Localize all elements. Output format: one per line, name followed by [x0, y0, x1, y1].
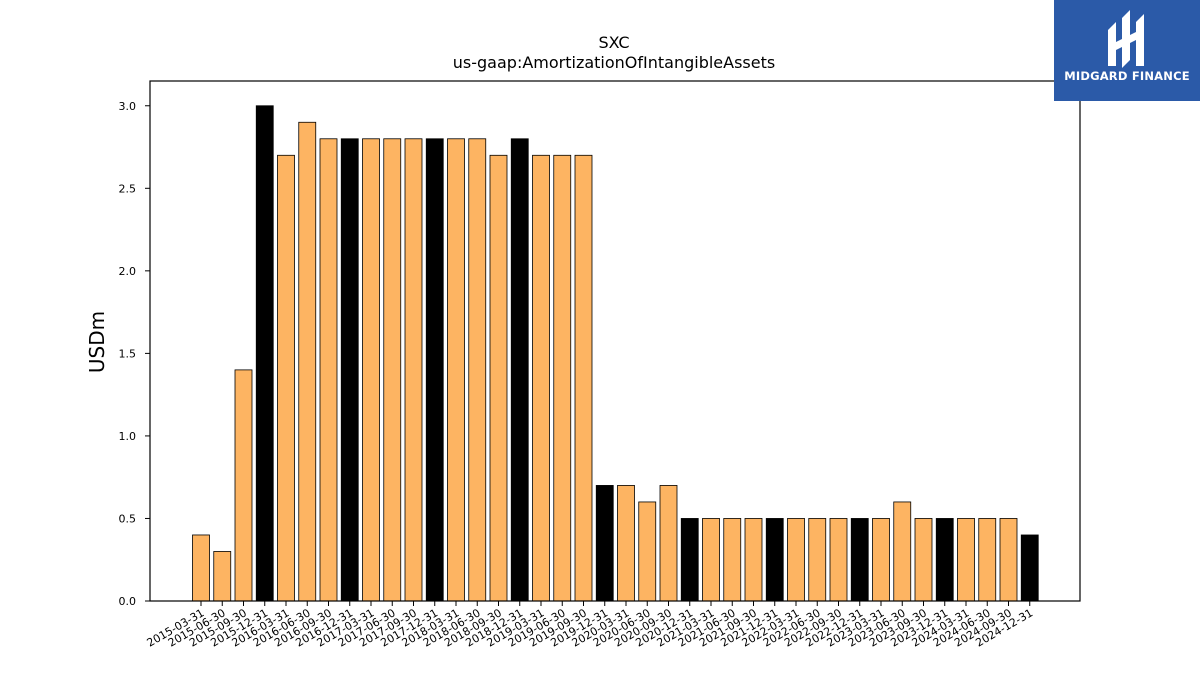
y-tick-label: 2.0	[119, 265, 137, 278]
bar-2020-12-31	[680, 518, 699, 602]
bar-2021-09-30	[744, 518, 763, 602]
y-tick-label: 0.5	[119, 512, 137, 525]
bar-2019-06-30	[553, 154, 572, 602]
bar-2017-09-30	[404, 138, 423, 602]
bar-2024-03-31	[957, 518, 975, 602]
bar-2022-03-31	[787, 518, 805, 602]
bar-2023-06-30	[893, 501, 912, 602]
bar-2020-09-30	[659, 485, 678, 602]
bar-2016-09-30	[319, 138, 338, 602]
bar-2016-06-30	[298, 121, 317, 602]
bars-group	[192, 105, 1039, 602]
chart-subtitle: us-gaap:AmortizationOfIntangibleAssets	[453, 53, 775, 72]
bar-2019-12-31	[595, 485, 614, 602]
y-tick-label: 2.5	[119, 182, 137, 195]
bar-2017-12-31	[425, 138, 444, 602]
bar-2024-09-30	[999, 518, 1018, 602]
bar-2020-06-30	[638, 501, 657, 602]
bar-2021-12-31	[765, 518, 784, 602]
bar-2024-12-31	[1020, 534, 1039, 602]
bar-2017-03-31	[362, 138, 380, 602]
plot-frame	[149, 80, 1081, 602]
x-axis: 2015-03-312015-06-302015-09-302015-12-31…	[145, 601, 1035, 650]
bar-2022-09-30	[829, 518, 848, 602]
y-tick-label: 1.5	[119, 347, 137, 360]
bar-2015-09-30	[234, 369, 253, 602]
y-axis: 0.0 0.5 1.0 1.5 2.0 2.5 3.0	[119, 100, 150, 608]
bar-2015-12-31	[255, 105, 274, 602]
y-tick-label: 1.0	[119, 430, 137, 443]
bar-2016-03-31	[277, 154, 295, 602]
bar-2021-06-30	[723, 518, 742, 602]
bar-2024-06-30	[978, 518, 997, 602]
bar-2017-06-30	[383, 138, 402, 602]
bar-2015-03-31	[192, 534, 210, 602]
bar-2022-06-30	[808, 518, 827, 602]
bar-2016-12-31	[340, 138, 359, 602]
bar-2018-12-31	[510, 138, 529, 602]
midgard-finance-logo: MIDGARD FINANCE	[1054, 0, 1200, 101]
bar-2023-03-31	[872, 518, 890, 602]
y-axis-label: USDm	[85, 311, 109, 373]
bar-2015-06-30	[213, 551, 232, 602]
logo-text: MIDGARD FINANCE	[1064, 69, 1190, 83]
y-tick-label: 0.0	[119, 595, 137, 608]
bar-2020-03-31	[617, 485, 635, 602]
y-tick-label: 3.0	[119, 100, 137, 113]
bar-2022-12-31	[850, 518, 869, 602]
bar-2018-09-30	[489, 154, 508, 602]
chart-title: SXC	[598, 33, 629, 52]
bar-2023-09-30	[914, 518, 933, 602]
bar-2021-03-31	[702, 518, 720, 602]
bar-2023-12-31	[935, 518, 954, 602]
midgard-logo-icon	[1108, 10, 1144, 68]
bar-2018-03-31	[447, 138, 465, 602]
bar-2018-06-30	[468, 138, 487, 602]
bar-2019-09-30	[574, 154, 593, 602]
bar-2019-03-31	[532, 154, 550, 602]
